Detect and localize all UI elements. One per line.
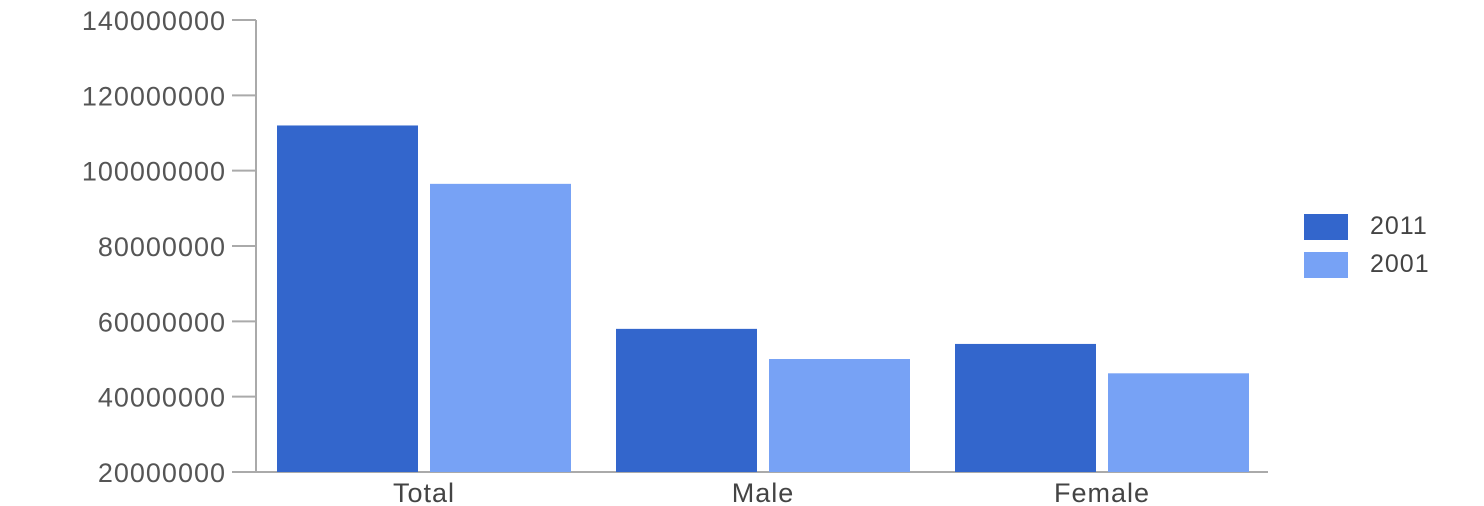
- category-labels: Total Male Female: [393, 478, 1150, 506]
- y-tick-label: 100000000: [82, 157, 226, 187]
- y-tick-label: 40000000: [98, 383, 226, 413]
- bar-female-2001[interactable]: [1108, 373, 1249, 472]
- bar-male-2001[interactable]: [769, 359, 910, 472]
- y-tick-label: 80000000: [98, 232, 226, 262]
- legend-label-2011: 2011: [1370, 212, 1428, 240]
- legend-swatch-2001: [1304, 252, 1348, 278]
- x-category-label: Male: [732, 478, 795, 506]
- legend: 2011 2001: [1304, 212, 1430, 278]
- bar-total-2001[interactable]: [430, 183, 571, 472]
- bars: [277, 125, 1249, 472]
- legend-swatch-2011: [1304, 214, 1348, 240]
- x-category-label: Total: [393, 478, 455, 506]
- bar-total-2011[interactable]: [277, 125, 418, 472]
- bar-male-2011[interactable]: [616, 328, 757, 472]
- y-tick-label: 120000000: [82, 81, 226, 111]
- y-tick-label: 140000000: [82, 6, 226, 36]
- bar-female-2011[interactable]: [955, 343, 1096, 472]
- y-axis: 140000000 120000000 100000000 80000000 60000…: [82, 6, 257, 488]
- y-tick-label: 20000000: [98, 458, 226, 488]
- x-category-label: Female: [1054, 478, 1150, 506]
- y-tick-label: 60000000: [98, 307, 226, 337]
- legend-label-2001: 2001: [1370, 250, 1430, 278]
